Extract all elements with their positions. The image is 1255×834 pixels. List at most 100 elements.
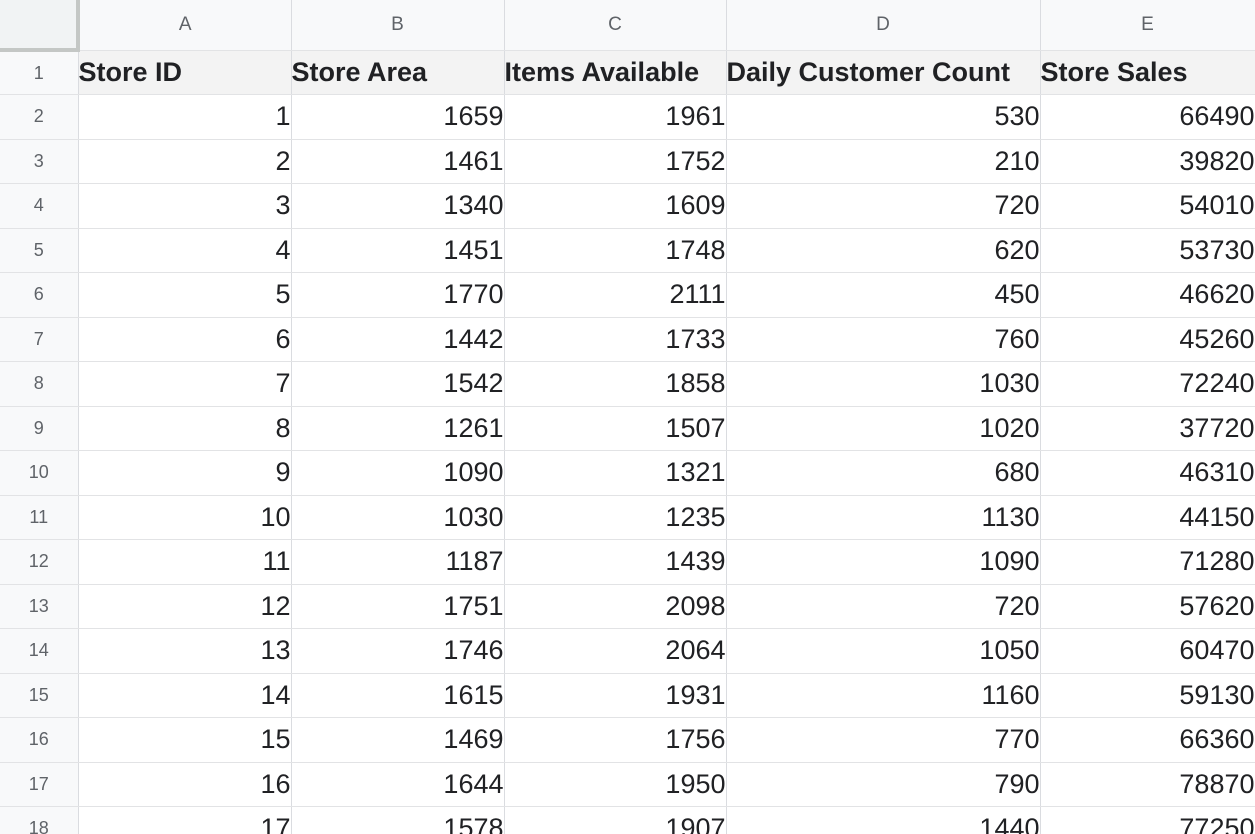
cell[interactable]: 1931 — [504, 673, 727, 718]
row-number[interactable]: 7 — [0, 317, 79, 362]
cell[interactable]: 66360 — [1040, 717, 1255, 763]
row-number[interactable]: 14 — [0, 628, 79, 674]
cell[interactable]: 1187 — [291, 539, 505, 585]
header-cell-store-id[interactable]: Store ID — [78, 50, 292, 95]
row-number[interactable]: 5 — [0, 228, 79, 273]
cell[interactable]: 1340 — [291, 183, 505, 229]
column-header-a[interactable]: A — [78, 0, 292, 51]
cell[interactable]: 1235 — [504, 495, 727, 540]
row-number[interactable]: 16 — [0, 717, 79, 763]
cell[interactable]: 1020 — [726, 406, 1041, 451]
cell[interactable]: 1748 — [504, 228, 727, 273]
row-number[interactable]: 3 — [0, 139, 79, 184]
select-all-corner[interactable] — [0, 0, 80, 52]
cell[interactable]: 530 — [726, 94, 1041, 140]
cell[interactable]: 1756 — [504, 717, 727, 763]
row-number[interactable]: 18 — [0, 806, 79, 834]
cell[interactable]: 2 — [78, 139, 292, 184]
cell[interactable]: 7 — [78, 361, 292, 407]
cell[interactable]: 1439 — [504, 539, 727, 585]
cell[interactable]: 2064 — [504, 628, 727, 674]
cell[interactable]: 1542 — [291, 361, 505, 407]
cell[interactable]: 54010 — [1040, 183, 1255, 229]
cell[interactable]: 14 — [78, 673, 292, 718]
cell[interactable]: 72240 — [1040, 361, 1255, 407]
cell[interactable]: 790 — [726, 762, 1041, 807]
cell[interactable]: 1461 — [291, 139, 505, 184]
cell[interactable]: 1751 — [291, 584, 505, 629]
cell[interactable]: 210 — [726, 139, 1041, 184]
header-cell-daily-customer-count[interactable]: Daily Customer Count — [726, 50, 1041, 95]
cell[interactable]: 1321 — [504, 450, 727, 496]
cell[interactable]: 1615 — [291, 673, 505, 718]
cell[interactable]: 39820 — [1040, 139, 1255, 184]
cell[interactable]: 2098 — [504, 584, 727, 629]
cell[interactable]: 1442 — [291, 317, 505, 362]
header-cell-store-sales[interactable]: Store Sales — [1040, 50, 1255, 95]
cell[interactable]: 1130 — [726, 495, 1041, 540]
cell[interactable]: 2111 — [504, 272, 727, 318]
cell[interactable]: 760 — [726, 317, 1041, 362]
cell[interactable]: 53730 — [1040, 228, 1255, 273]
cell[interactable]: 1030 — [726, 361, 1041, 407]
cell[interactable]: 1609 — [504, 183, 727, 229]
cell[interactable]: 71280 — [1040, 539, 1255, 585]
cell[interactable]: 1858 — [504, 361, 727, 407]
cell[interactable]: 770 — [726, 717, 1041, 763]
cell[interactable]: 11 — [78, 539, 292, 585]
column-header-e[interactable]: E — [1040, 0, 1255, 51]
cell[interactable]: 66490 — [1040, 94, 1255, 140]
cell[interactable]: 1507 — [504, 406, 727, 451]
cell[interactable]: 45260 — [1040, 317, 1255, 362]
column-header-d[interactable]: D — [726, 0, 1041, 51]
row-number[interactable]: 8 — [0, 361, 79, 407]
cell[interactable]: 1261 — [291, 406, 505, 451]
cell[interactable]: 78870 — [1040, 762, 1255, 807]
cell[interactable]: 1752 — [504, 139, 727, 184]
cell[interactable]: 1907 — [504, 806, 727, 834]
cell[interactable]: 13 — [78, 628, 292, 674]
cell[interactable]: 8 — [78, 406, 292, 451]
cell[interactable]: 1030 — [291, 495, 505, 540]
cell[interactable]: 59130 — [1040, 673, 1255, 718]
cell[interactable]: 12 — [78, 584, 292, 629]
row-number[interactable]: 1 — [0, 50, 79, 95]
cell[interactable]: 1 — [78, 94, 292, 140]
cell[interactable]: 9 — [78, 450, 292, 496]
row-number[interactable]: 10 — [0, 450, 79, 496]
cell[interactable]: 1578 — [291, 806, 505, 834]
cell[interactable]: 10 — [78, 495, 292, 540]
column-header-b[interactable]: B — [291, 0, 505, 51]
header-cell-store-area[interactable]: Store Area — [291, 50, 505, 95]
cell[interactable]: 720 — [726, 183, 1041, 229]
cell[interactable]: 57620 — [1040, 584, 1255, 629]
cell[interactable]: 1451 — [291, 228, 505, 273]
header-cell-items-available[interactable]: Items Available — [504, 50, 727, 95]
cell[interactable]: 37720 — [1040, 406, 1255, 451]
cell[interactable]: 1950 — [504, 762, 727, 807]
cell[interactable]: 5 — [78, 272, 292, 318]
cell[interactable]: 1440 — [726, 806, 1041, 834]
cell[interactable]: 46620 — [1040, 272, 1255, 318]
cell[interactable]: 620 — [726, 228, 1041, 273]
row-number[interactable]: 12 — [0, 539, 79, 585]
cell[interactable]: 1160 — [726, 673, 1041, 718]
cell[interactable]: 1090 — [726, 539, 1041, 585]
cell[interactable]: 680 — [726, 450, 1041, 496]
cell[interactable]: 1050 — [726, 628, 1041, 674]
cell[interactable]: 1090 — [291, 450, 505, 496]
cell[interactable]: 46310 — [1040, 450, 1255, 496]
row-number[interactable]: 11 — [0, 495, 79, 540]
cell[interactable]: 1961 — [504, 94, 727, 140]
cell[interactable]: 1644 — [291, 762, 505, 807]
row-number[interactable]: 13 — [0, 584, 79, 629]
cell[interactable]: 16 — [78, 762, 292, 807]
cell[interactable]: 60470 — [1040, 628, 1255, 674]
cell[interactable]: 450 — [726, 272, 1041, 318]
cell[interactable]: 1770 — [291, 272, 505, 318]
cell[interactable]: 4 — [78, 228, 292, 273]
cell[interactable]: 6 — [78, 317, 292, 362]
row-number[interactable]: 4 — [0, 183, 79, 229]
cell[interactable]: 17 — [78, 806, 292, 834]
